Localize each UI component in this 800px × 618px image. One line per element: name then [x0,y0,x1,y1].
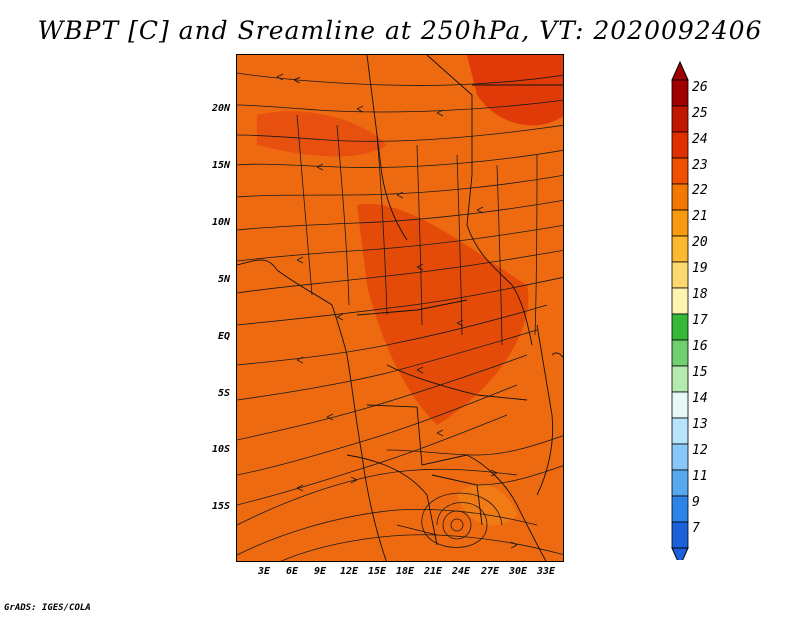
x-tick-label-18e: 18E [395,566,415,577]
y-tick-label-eq: EQ [217,331,230,342]
colorbar-label: 13 [692,417,708,432]
colorbar-segment [671,521,689,549]
colorbar-label: 19 [692,261,708,276]
colorbar-label: 16 [692,339,708,354]
y-tick-label-10n: 10N [211,217,230,228]
colorbar-label: 12 [692,443,708,458]
colorbar-label: 20 [692,235,708,250]
map-svg [237,55,563,561]
colorbar-segment [671,261,689,289]
colorbar-label: 22 [692,183,708,198]
colorbar-segment [671,313,689,341]
y-tick-label-10s: 10S [211,444,230,455]
colorbar-segment [671,495,689,523]
colorbar-label: 21 [692,209,708,224]
colorbar-segment [671,287,689,315]
y-tick-label-15n: 15N [211,160,230,171]
colorbar-label: 15 [692,365,708,380]
x-tick-label-9e: 9E [313,566,327,577]
colorbar-segment [671,365,689,393]
x-tick-label-27e: 27E [480,566,500,577]
x-tick-label-21e: 21E [423,566,443,577]
wbpt-warm-region-n [257,111,387,157]
x-tick-label-6e: 6E [285,566,299,577]
colorbar-label: 25 [692,106,708,121]
colorbar-segment [671,209,689,237]
colorbar-label: 26 [692,80,708,95]
colorbar-label: 17 [692,313,708,328]
colorbar-label: 24 [692,132,708,147]
colorbar-segment [671,131,689,159]
colorbar-arrow-bottom [671,547,689,560]
country-borders [237,55,563,561]
colorbar-segment [671,157,689,185]
map-panel [236,54,564,562]
wbpt-cool-region-s [457,484,517,526]
streamlines [237,72,563,561]
y-tick-label-20n: 20N [211,103,230,114]
colorbar-segment [671,339,689,367]
colorbar-segment [671,79,689,107]
x-tick-label-33e: 33E [536,566,556,577]
x-tick-label-15e: 15E [367,566,387,577]
colorbar-segment [671,105,689,133]
x-tick-label-24e: 24E [451,566,471,577]
y-tick-label-5s: 5S [217,388,230,399]
colorbar-label: 7 [692,521,700,536]
x-tick-label-12e: 12E [339,566,359,577]
colorbar-segment [671,391,689,419]
colorbar-label: 18 [692,287,708,302]
colorbar-label: 23 [692,158,708,173]
footer-credit: GrADS: IGES/COLA [4,603,91,613]
x-tick-label-3e: 3E [257,566,271,577]
colorbar-segment [671,235,689,263]
colorbar-segment [671,469,689,497]
colorbar-segment [671,417,689,445]
y-tick-label-15s: 15S [211,501,230,512]
colorbar-label: 11 [692,469,708,484]
colorbar [671,60,689,560]
colorbar-segment [671,183,689,211]
x-tick-label-30e: 30E [508,566,528,577]
colorbar-segment [671,443,689,471]
y-tick-label-5n: 5N [217,274,230,285]
colorbar-label: 14 [692,391,708,406]
colorbar-arrow-top [671,60,689,81]
chart-title: WBPT [C] and Sreamline at 250hPa, VT: 20… [37,16,763,45]
colorbar-label: 9 [692,495,700,510]
